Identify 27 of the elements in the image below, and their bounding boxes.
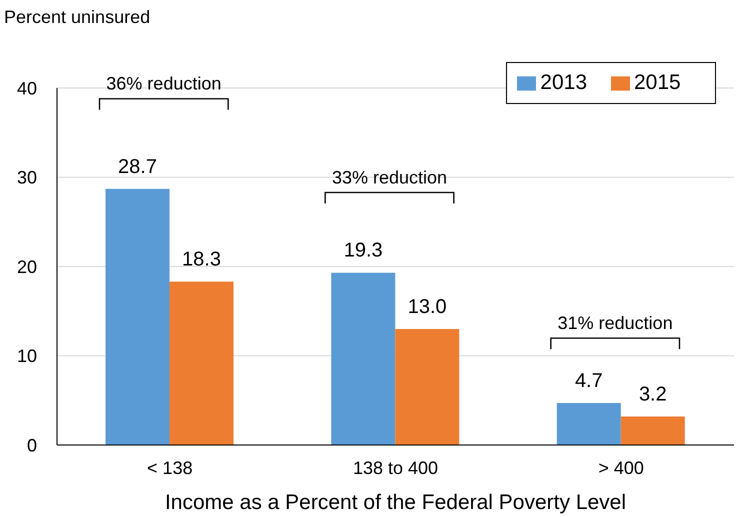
data-label: 18.3: [182, 248, 221, 271]
data-label: 4.7: [574, 370, 603, 392]
bar: [106, 188, 170, 445]
data-label: 3.2: [638, 383, 667, 406]
data-label: 28.7: [118, 156, 157, 178]
annotation: 31% reduction: [558, 313, 673, 334]
legend-label: 2013: [540, 71, 587, 94]
y-tick-label: 0: [26, 435, 37, 456]
legend-label: 2015: [634, 71, 681, 94]
x-tick-label: 138 to 400: [352, 458, 438, 478]
y-tick-label: 30: [16, 168, 37, 188]
y-axis-title: Percent uninsured: [4, 7, 150, 27]
annotation: 36% reduction: [106, 74, 222, 94]
bar: [331, 272, 396, 445]
x-axis-title: Income as a Percent of the Federal Poverty Level: [164, 491, 626, 514]
y-tick-label: 10: [16, 346, 37, 366]
bar: [395, 328, 460, 445]
y-tick-label: 20: [16, 256, 37, 277]
annotation: 33% reduction: [332, 167, 448, 188]
bar: [170, 282, 234, 445]
bar: [620, 416, 685, 445]
data-label: 19.3: [344, 240, 383, 262]
bar: [556, 403, 621, 445]
x-tick-label: > 400: [598, 458, 644, 478]
x-tick-label: < 138: [147, 458, 193, 478]
data-label: 13.0: [408, 296, 447, 318]
y-tick-label: 40: [16, 78, 37, 98]
